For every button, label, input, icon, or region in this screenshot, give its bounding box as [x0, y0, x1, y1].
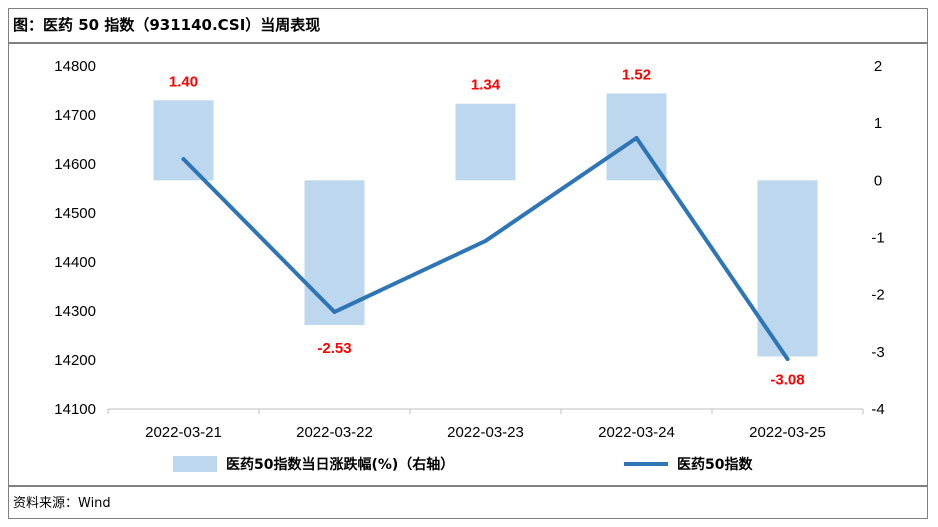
- x-tick-label-2022-03-21: 2022-03-21: [145, 424, 222, 441]
- index-line-point-2022-03-24: [634, 136, 639, 141]
- legend-swatch-bar: [173, 456, 217, 472]
- chart-title: 图：医药 50 指数（931140.CSI）当周表现: [13, 16, 321, 34]
- right-y-tick-label: -3: [871, 344, 884, 361]
- right-y-tick-label: 2: [874, 58, 882, 75]
- title-divider: [8, 42, 928, 44]
- bar-data-label-2022-03-23: 1.34: [471, 77, 501, 94]
- bar-data-label-2022-03-24: 1.52: [622, 66, 651, 83]
- source-divider: [8, 485, 928, 487]
- bar-data-label-2022-03-25: -3.08: [770, 371, 804, 388]
- index-line-point-2022-03-21: [181, 157, 186, 162]
- left-y-tick-label: 14400: [54, 254, 96, 271]
- chart-frame: [8, 8, 928, 519]
- left-y-tick-label: 14800: [54, 58, 96, 75]
- index-line-point-2022-03-25: [785, 357, 790, 362]
- x-tick-label-2022-03-23: 2022-03-23: [447, 424, 524, 441]
- left-y-tick-label: 14700: [54, 107, 96, 124]
- right-y-tick-label: -2: [871, 287, 884, 304]
- bar-2022-03-23: [455, 103, 516, 181]
- left-y-tick-label: 14300: [54, 303, 96, 320]
- left-y-tick-label: 14600: [54, 156, 96, 173]
- left-y-tick-label: 14100: [54, 401, 96, 418]
- x-tick-label-2022-03-22: 2022-03-22: [296, 424, 373, 441]
- bar-data-label-2022-03-21: 1.40: [169, 73, 198, 90]
- left-y-tick-label: 14500: [54, 205, 96, 222]
- legend-label-line: 医药50指数: [677, 456, 753, 473]
- x-tick-label-2022-03-24: 2022-03-24: [598, 424, 675, 441]
- bar-data-label-2022-03-22: -2.53: [317, 340, 351, 357]
- index-line-point-2022-03-23: [483, 238, 488, 243]
- source-note: 资料来源：Wind: [13, 496, 111, 511]
- right-y-tick-label: 0: [874, 172, 882, 189]
- x-tick-label-2022-03-25: 2022-03-25: [749, 424, 826, 441]
- left-y-tick-label: 14200: [54, 352, 96, 369]
- right-y-tick-label: 1: [874, 115, 882, 132]
- index-line-point-2022-03-22: [332, 309, 337, 314]
- legend-label-bar: 医药50指数当日涨跌幅(%)（右轴）: [226, 456, 454, 473]
- bar-2022-03-21: [153, 100, 214, 181]
- right-y-tick-label: -1: [871, 230, 884, 247]
- right-y-tick-label: -4: [871, 401, 884, 418]
